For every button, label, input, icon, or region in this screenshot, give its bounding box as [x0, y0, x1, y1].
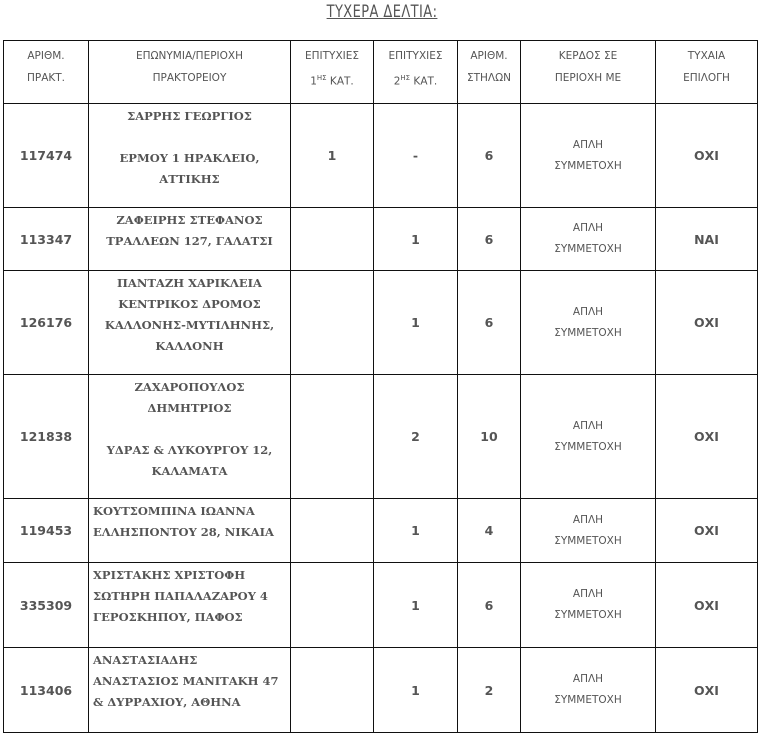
header-line1: ΕΠΙΤΥΧΙΕΣ	[304, 50, 359, 62]
second-category-wins: 1	[373, 647, 458, 733]
random-pick: ΟΧΙ	[655, 498, 758, 563]
first-category-wins	[290, 207, 374, 271]
agency-code: 113347	[3, 207, 89, 271]
header-line2-text: ΠΕΡΙΟΧΗ ΜΕ	[554, 72, 622, 84]
header-ordinal-suffix: ΗΣ	[316, 74, 327, 82]
columns-count: 10	[457, 374, 521, 499]
table-row: 113406 ΑΝΑΣΤΑΣΙΑΔΗΣ ΑΝΑΣΤΑΣΙΟΣ ΜΑΝΙΤΑΚΗ …	[3, 647, 758, 733]
columns-count: 2	[457, 647, 521, 733]
header-line2: ΠΕΡΙΟΧΗ ΜΕ	[525, 67, 651, 89]
header-line1: ΕΠΩΝΥΜΙΑ/ΠΕΡΙΟΧΗ	[135, 50, 243, 62]
header-line2: 1ΗΣ ΚΑΤ.	[295, 67, 369, 93]
page-title: ΤΥΧΕΡΑ ΔΕΛΤΙΑ:	[326, 2, 438, 22]
random-pick: ΟΧΙ	[655, 270, 758, 375]
header-line2-text: ΕΠΙΛΟΓΗ	[683, 72, 730, 84]
header-columns: ΑΡΙΘΜ. ΣΤΗΛΩΝ	[457, 40, 521, 104]
header-line2: 2ΗΣ ΚΑΤ.	[378, 67, 453, 93]
first-category-wins	[290, 562, 374, 648]
first-category-wins	[290, 498, 374, 563]
random-pick: ΟΧΙ	[655, 562, 758, 648]
header-line1: ΑΡΙΘΜ.	[27, 50, 65, 62]
columns-count: 4	[457, 498, 521, 563]
table-row: 126176 ΠΑΝΤΑΖΗ ΧΑΡΙΚΛΕΙΑ ΚΕΝΤΡΙΚΟΣ ΔΡΟΜΟ…	[3, 270, 758, 375]
agency-name-address: ΣΑΡΡΗΣ ΓΕΩΡΓΙΟΣ ΕΡΜΟΥ 1 ΗΡΑΚΛΕΙΟ, ΑΤΤΙΚΗ…	[88, 103, 291, 208]
win-type: ΑΠΛΗ ΣΥΜΜΕΤΟΧΗ	[520, 562, 656, 648]
header-line2-text: ΠΡΑΚΤ.	[26, 72, 66, 84]
header-line2-text: ΣΤΗΛΩΝ	[466, 72, 511, 84]
header-agency-name: ΕΠΩΝΥΜΙΑ/ΠΕΡΙΟΧΗ ΠΡΑΚΤΟΡΕΙΟΥ	[88, 40, 291, 104]
agency-name-address: ΖΑΦΕΙΡΗΣ ΣΤΕΦΑΝΟΣ ΤΡΑΛΛΕΩΝ 127, ΓΑΛΑΤΣΙ	[88, 207, 291, 271]
header-ordinal-suffix: ΗΣ	[400, 74, 411, 82]
table-row: 121838 ΖΑΧΑΡΟΠΟΥΛΟΣ ΔΗΜΗΤΡΙΟΣ ΥΔΡΑΣ & ΛΥ…	[3, 374, 758, 499]
random-pick: ΟΧΙ	[655, 374, 758, 499]
winning-tickets-table: ΑΡΙΘΜ. ΠΡΑΚΤ. ΕΠΩΝΥΜΙΑ/ΠΕΡΙΟΧΗ ΠΡΑΚΤΟΡΕΙΟΥ Ε…	[3, 40, 758, 733]
header-random-pick: ΤΥΧΑΙΑ ΕΠΙΛΟΓΗ	[655, 40, 758, 104]
agency-name-address: ΑΝΑΣΤΑΣΙΑΔΗΣ ΑΝΑΣΤΑΣΙΟΣ ΜΑΝΙΤΑΚΗ 47 & ΔΥ…	[88, 647, 291, 733]
first-category-wins	[290, 647, 374, 733]
second-category-wins: 1	[373, 207, 458, 271]
random-pick: ΟΧΙ	[655, 103, 758, 208]
agency-name-address: ΚΟΥΤΣΟΜΠΙΝΑ ΙΩΑΝΝΑ ΕΛΛΗΣΠΟΝΤΟΥ 28, ΝΙΚΑΙ…	[88, 498, 291, 563]
header-line1: ΚΕΡΔΟΣ ΣΕ	[558, 50, 618, 62]
win-type: ΑΠΛΗ ΣΥΜΜΕΤΟΧΗ	[520, 647, 656, 733]
header-line2: ΣΤΗΛΩΝ	[462, 67, 516, 89]
first-category-wins	[290, 374, 374, 499]
win-type: ΑΠΛΗ ΣΥΜΜΕΤΟΧΗ	[520, 103, 656, 208]
agency-code: 126176	[3, 270, 89, 375]
win-type: ΑΠΛΗ ΣΥΜΜΕΤΟΧΗ	[520, 374, 656, 499]
agency-code: 121838	[3, 374, 89, 499]
header-first-category: ΕΠΙΤΥΧΙΕΣ 1ΗΣ ΚΑΤ.	[290, 40, 374, 104]
header-ordinal: 2	[393, 75, 401, 88]
second-category-wins: 1	[373, 498, 458, 563]
header-line1: ΕΠΙΤΥΧΙΕΣ	[388, 50, 443, 62]
columns-count: 6	[457, 562, 521, 648]
header-line2: ΠΡΑΚΤΟΡΕΙΟΥ	[93, 67, 286, 89]
table-row: 335309 ΧΡΙΣΤΑΚΗΣ ΧΡΙΣΤΟΦΗ ΣΩΤΗΡΗ ΠΑΠΑΛΑΖ…	[3, 562, 758, 648]
agency-name-address: ΧΡΙΣΤΑΚΗΣ ΧΡΙΣΤΟΦΗ ΣΩΤΗΡΗ ΠΑΠΑΛΑΖΑΡΟΥ 4 …	[88, 562, 291, 648]
table-row: 117474 ΣΑΡΡΗΣ ΓΕΩΡΓΙΟΣ ΕΡΜΟΥ 1 ΗΡΑΚΛΕΙΟ,…	[3, 103, 758, 208]
random-pick: ΝΑΙ	[655, 207, 758, 271]
header-agency-code: ΑΡΙΘΜ. ΠΡΑΚΤ.	[3, 40, 89, 104]
first-category-wins	[290, 270, 374, 375]
header-line2-text: ΚΑΤ.	[326, 75, 354, 88]
header-line2: ΠΡΑΚΤ.	[8, 67, 84, 89]
agency-code: 335309	[3, 562, 89, 648]
win-type: ΑΠΛΗ ΣΥΜΜΕΤΟΧΗ	[520, 207, 656, 271]
second-category-wins: 1	[373, 270, 458, 375]
second-category-wins: 2	[373, 374, 458, 499]
agency-code: 117474	[3, 103, 89, 208]
agency-code: 119453	[3, 498, 89, 563]
agency-code: 113406	[3, 647, 89, 733]
first-category-wins: 1	[290, 103, 374, 208]
columns-count: 6	[457, 103, 521, 208]
win-type: ΑΠΛΗ ΣΥΜΜΕΤΟΧΗ	[520, 498, 656, 563]
header-line2: ΕΠΙΛΟΓΗ	[660, 67, 753, 89]
header-win-type: ΚΕΡΔΟΣ ΣΕ ΠΕΡΙΟΧΗ ΜΕ	[520, 40, 656, 104]
second-category-wins: 1	[373, 562, 458, 648]
agency-name-address: ΠΑΝΤΑΖΗ ΧΑΡΙΚΛΕΙΑ ΚΕΝΤΡΙΚΟΣ ΔΡΟΜΟΣ ΚΑΛΛΟ…	[88, 270, 291, 375]
columns-count: 6	[457, 270, 521, 375]
table-row: 113347 ΖΑΦΕΙΡΗΣ ΣΤΕΦΑΝΟΣ ΤΡΑΛΛΕΩΝ 127, Γ…	[3, 207, 758, 271]
header-line1: ΤΥΧΑΙΑ	[687, 50, 726, 62]
header-ordinal: 1	[310, 75, 317, 88]
header-line2-text: ΚΑΤ.	[410, 75, 438, 88]
table-row: 119453 ΚΟΥΤΣΟΜΠΙΝΑ ΙΩΑΝΝΑ ΕΛΛΗΣΠΟΝΤΟΥ 28…	[3, 498, 758, 563]
header-second-category: ΕΠΙΤΥΧΙΕΣ 2ΗΣ ΚΑΤ.	[373, 40, 458, 104]
agency-name-address: ΖΑΧΑΡΟΠΟΥΛΟΣ ΔΗΜΗΤΡΙΟΣ ΥΔΡΑΣ & ΛΥΚΟΥΡΓΟΥ…	[88, 374, 291, 499]
random-pick: ΟΧΙ	[655, 647, 758, 733]
columns-count: 6	[457, 207, 521, 271]
win-type: ΑΠΛΗ ΣΥΜΜΕΤΟΧΗ	[520, 270, 656, 375]
header-line2-text: ΠΡΑΚΤΟΡΕΙΟΥ	[152, 72, 227, 84]
header-row: ΑΡΙΘΜ. ΠΡΑΚΤ. ΕΠΩΝΥΜΙΑ/ΠΕΡΙΟΧΗ ΠΡΑΚΤΟΡΕΙΟΥ Ε…	[3, 40, 758, 104]
header-line1: ΑΡΙΘΜ.	[470, 50, 508, 62]
second-category-wins: -	[373, 103, 458, 208]
